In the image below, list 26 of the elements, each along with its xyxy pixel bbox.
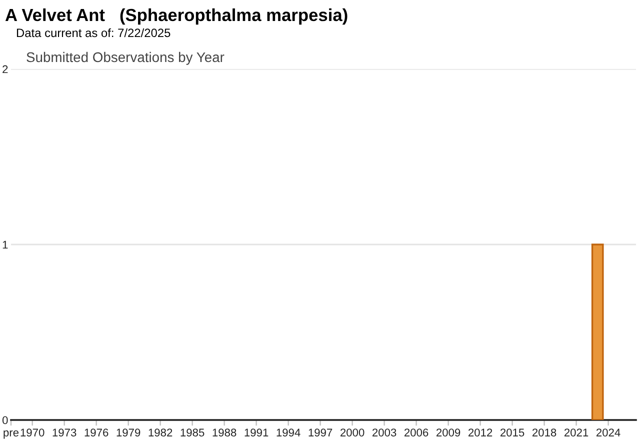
text: Submitted Observations by Year: [26, 52, 224, 65]
x-tick-label: 2006: [404, 428, 428, 436]
x-tick-label: 2012: [468, 428, 492, 436]
x-tick-label: 2015: [500, 428, 524, 436]
x-tick-label: 1988: [212, 428, 236, 436]
x-tick-label: 2018: [532, 428, 556, 436]
y-tick-label: 1: [2, 240, 8, 249]
x-tick-label: 2000: [340, 428, 364, 436]
x-tick-label: 1979: [116, 428, 140, 436]
y-tick-label: 0: [2, 416, 8, 424]
x-tick-label: 2024: [596, 428, 620, 436]
x-tick-label: 1991: [244, 428, 268, 436]
x-tick-label: 2009: [436, 428, 460, 436]
y-tick-label: 2: [2, 65, 8, 74]
x-tick-label: 1970: [20, 428, 44, 436]
x-tick-label: 2021: [564, 428, 588, 436]
chart-subtitle: Data current as of: 7/22/2025: [16, 28, 170, 38]
x-tick-label: 1985: [180, 428, 204, 436]
chart-title: A Velvet Ant (Sphaeropthalma marpesia): [5, 8, 348, 25]
x-tick-label: pre: [4, 430, 19, 439]
x-tick-label: 1976: [84, 428, 108, 436]
x-tick-label: 1982: [148, 428, 172, 436]
x-tick-label: 1994: [276, 428, 300, 436]
x-tick-label: 1997: [308, 428, 332, 436]
x-tick-label: 2003: [372, 428, 396, 436]
x-tick-label: 1973: [52, 428, 76, 436]
